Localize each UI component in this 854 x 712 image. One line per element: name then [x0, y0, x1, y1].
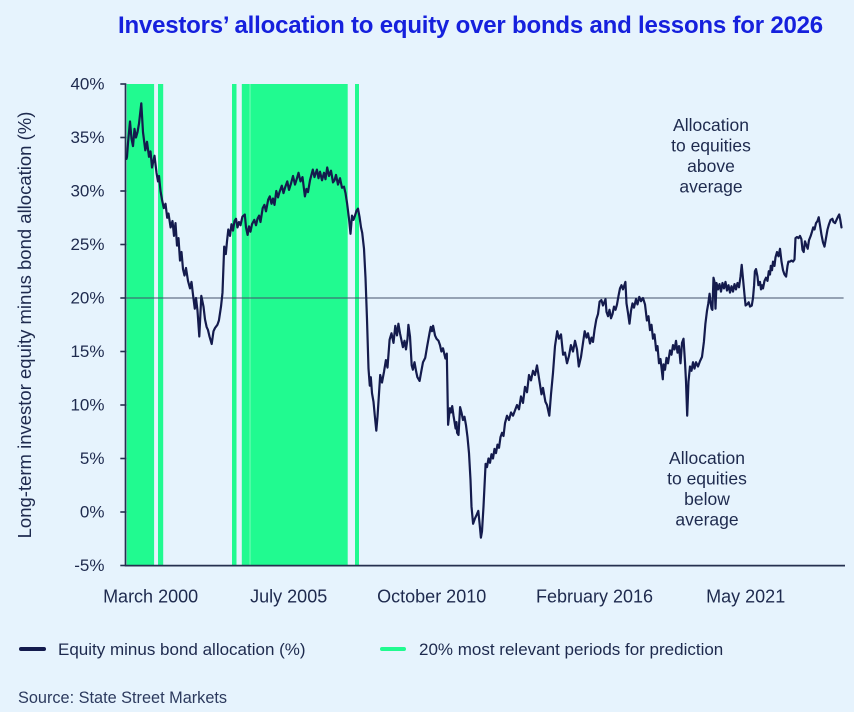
svg-text:average: average — [675, 510, 738, 530]
svg-text:May 2021: May 2021 — [706, 587, 785, 607]
svg-text:0%: 0% — [80, 503, 105, 522]
svg-text:30%: 30% — [70, 182, 104, 201]
svg-text:25%: 25% — [70, 235, 104, 254]
svg-text:10%: 10% — [70, 396, 104, 415]
svg-text:20%: 20% — [70, 289, 104, 308]
svg-text:October 2010: October 2010 — [377, 587, 486, 607]
svg-text:February 2016: February 2016 — [536, 587, 653, 607]
svg-text:Long-term investor equity minu: Long-term investor equity minus bond all… — [14, 112, 35, 539]
svg-text:above: above — [687, 156, 735, 176]
svg-text:Allocation: Allocation — [669, 448, 745, 468]
svg-text:below: below — [684, 489, 730, 509]
svg-text:to equities: to equities — [667, 469, 747, 489]
svg-text:-5%: -5% — [74, 556, 104, 575]
svg-text:March 2000: March 2000 — [103, 587, 198, 607]
svg-text:Allocation: Allocation — [673, 115, 749, 135]
svg-text:15%: 15% — [70, 342, 104, 361]
svg-text:35%: 35% — [70, 128, 104, 147]
svg-text:July 2005: July 2005 — [250, 587, 327, 607]
svg-text:average: average — [679, 177, 742, 197]
svg-text:40%: 40% — [70, 75, 104, 94]
svg-text:to equities: to equities — [671, 136, 751, 156]
svg-text:5%: 5% — [80, 449, 105, 468]
